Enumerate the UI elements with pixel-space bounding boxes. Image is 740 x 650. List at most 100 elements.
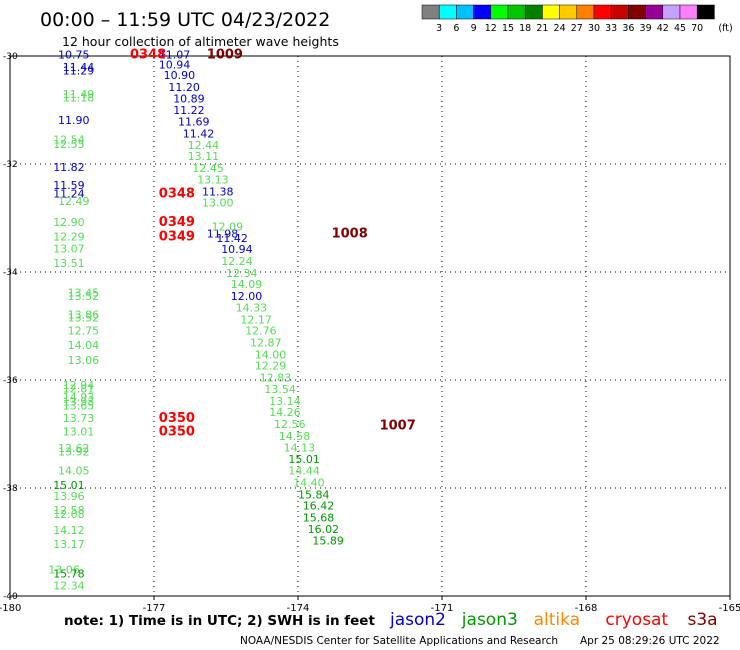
satellite-legend-s3a: s3a (688, 610, 718, 630)
wave-height-point: 12.34 (53, 580, 84, 593)
color-swatch (679, 4, 698, 20)
color-scale-tick: 27 (571, 23, 583, 34)
wave-height-point: 14.00 (255, 348, 286, 361)
wave-height-point: 13.06 (68, 354, 100, 367)
wave-height-point: 11.42 (216, 232, 248, 245)
wave-height-point: 15.01 (53, 479, 84, 492)
color-scale-tick: 24 (554, 23, 566, 34)
chart-title: 00:00 – 11:59 UTC 04/23/2022 (40, 9, 330, 31)
wave-height-point: 11.44 (63, 61, 95, 74)
color-swatch (524, 4, 543, 20)
wave-height-point: 12.55 (53, 138, 84, 151)
footer-credit: NOAA/NESDIS Center for Satellite Applica… (240, 635, 558, 647)
wave-height-point: 11.24 (53, 187, 84, 200)
color-scale-tick: 30 (588, 23, 600, 34)
pass-time-label: 1007 (380, 419, 416, 434)
footer-generated: Apr 25 08:29:26 UTC 2022 (580, 635, 720, 647)
wave-height-point: 13.54 (264, 383, 296, 396)
wave-height-point: 14.93 (63, 391, 95, 404)
wave-height-point: 13.13 (197, 173, 229, 186)
y-axis-ticks: -30 -32 -34 -36 -38 -40 (3, 52, 18, 602)
x-axis-ticks: -180 -177 -174 -171 -168 -165 (0, 596, 740, 614)
wave-height-point: 10.90 (164, 69, 196, 82)
wave-height-point: 12.58 (53, 504, 84, 517)
plot-frame (9, 55, 731, 597)
pass-time-label: 1008 (332, 226, 368, 241)
color-scale-tick: 18 (519, 23, 531, 34)
y-tick-label: -30 (3, 52, 18, 62)
footer-note: note: 1) Time is in UTC; 2) SWH is in fe… (64, 613, 375, 629)
wave-height-point: 13.11 (188, 150, 220, 163)
wave-height-point: 11.82 (53, 161, 84, 174)
wave-height-point: 12.62 (58, 442, 90, 455)
color-scale-tick: 70 (691, 23, 703, 34)
wave-height-point: 14.26 (269, 406, 301, 419)
wave-height-point: 11.98 (207, 227, 239, 240)
wave-height-point: 11.18 (63, 91, 95, 104)
satellite-legend-cryosat: cryosat (605, 610, 668, 630)
color-scale-unit: (ft) (718, 23, 732, 34)
wave-height-point: 11.42 (183, 128, 215, 141)
wave-height-point: 12.54 (53, 133, 84, 146)
color-scale-tick: 6 (453, 23, 459, 34)
wave-height-point: 12.87 (250, 337, 282, 350)
color-swatch (542, 4, 560, 20)
wave-height-point: 10.94 (159, 58, 191, 71)
x-tick-label: -180 (0, 603, 21, 614)
wave-height-point: 13.06 (48, 563, 80, 576)
color-swatch (507, 4, 526, 20)
color-scale-tick: 21 (536, 23, 548, 34)
wave-height-point: 11.20 (168, 81, 200, 94)
wave-height-point: 12.00 (231, 290, 262, 303)
wave-height-point: 11.59 (53, 179, 84, 192)
wave-height-point: 11.38 (202, 185, 234, 198)
wave-height-point: 13.73 (63, 412, 95, 425)
wave-height-point: 14.40 (293, 476, 325, 489)
wave-height-point: 14.05 (58, 465, 90, 478)
wave-height-point: 15.84 (298, 488, 330, 501)
color-scale-tick: 15 (502, 23, 514, 34)
color-swatch (490, 4, 509, 20)
wave-height-point: 15.78 (53, 568, 84, 581)
wave-height-point: 13.00 (202, 197, 234, 210)
satellite-legend-altika: altika (534, 610, 581, 630)
color-swatch (645, 4, 664, 20)
color-scale-legend: 3 6 9 12 15 18 21 24 27 30 33 36 39 42 45 70 (ft) (421, 4, 733, 34)
grid-lines (10, 56, 730, 596)
color-swatch (576, 4, 595, 20)
x-tick-label: -165 (719, 603, 740, 614)
wave-height-point: 12.44 (188, 139, 220, 152)
wave-height-point: 16.02 (308, 523, 340, 536)
color-swatch (438, 4, 457, 20)
wave-height-point: 12.34 (226, 267, 258, 280)
wave-height-point: 10.94 (221, 243, 253, 256)
pass-time-label: 0348 (159, 186, 195, 201)
x-tick-label: -168 (575, 603, 598, 614)
color-scale-tick: 9 (471, 23, 477, 34)
wave-height-point: 11.69 (178, 116, 210, 129)
wave-height-point: 12.76 (245, 325, 277, 338)
wave-height-point: 12.24 (221, 255, 253, 268)
wave-height-point: 13.14 (269, 395, 301, 408)
satellite-legend-jason3: jason3 (461, 610, 518, 630)
wave-height-point: 13.65 (63, 400, 95, 413)
color-swatch (456, 4, 474, 20)
y-tick-label: -40 (3, 592, 18, 602)
color-scale-tick: 33 (605, 23, 617, 34)
pass-time-label: 0350 (159, 425, 195, 440)
y-tick-label: -38 (3, 484, 18, 494)
color-scale-tick: 39 (640, 23, 652, 34)
color-scale-tick: 12 (485, 23, 497, 34)
wave-height-point: 12.45 (192, 162, 224, 175)
wave-height-point: 13.52 (68, 290, 100, 303)
wave-height-point: 12.49 (58, 195, 90, 208)
wave-height-point: 12.29 (53, 231, 84, 244)
pass-time-label: 1009 (207, 48, 243, 63)
wave-height-point: 12.56 (274, 418, 306, 431)
color-swatch (421, 4, 440, 20)
color-scale-tick: 45 (674, 23, 686, 34)
color-swatch (559, 4, 578, 20)
y-tick-label: -32 (3, 160, 18, 170)
